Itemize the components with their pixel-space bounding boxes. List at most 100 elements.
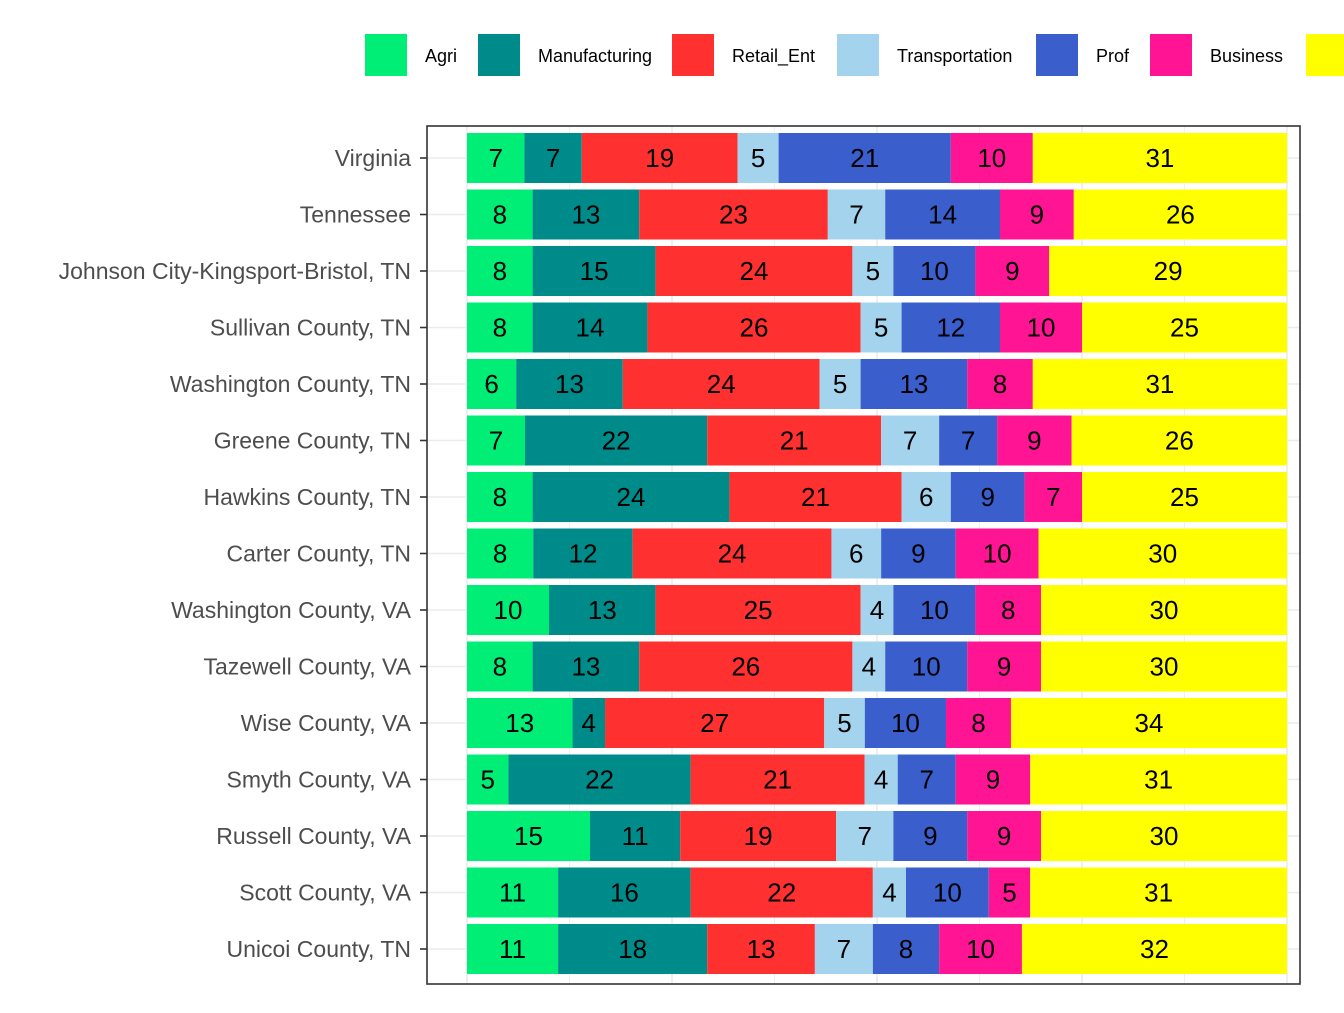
bar-value-label: 8 <box>971 708 985 738</box>
bar-segment <box>516 359 623 409</box>
bar-value-label: 18 <box>618 934 647 964</box>
bar-value-label: 25 <box>1170 313 1199 343</box>
bar-value-label: 22 <box>767 878 796 908</box>
bar-segment <box>1000 189 1074 240</box>
bar-segment <box>467 754 509 805</box>
bar-value-label: 10 <box>920 595 949 625</box>
bar-value-label: 26 <box>731 652 760 682</box>
bar-value-label: 5 <box>866 256 880 286</box>
bar-segment <box>524 415 708 466</box>
bar-segment <box>836 811 894 861</box>
bar-value-label: 13 <box>747 934 776 964</box>
bar-value-label: 14 <box>576 313 605 343</box>
bar-segment <box>864 754 898 805</box>
bar-value-label: 10 <box>1027 313 1056 343</box>
panel-border <box>426 125 1301 985</box>
y-axis-label: Washington County, TN <box>170 371 411 397</box>
bar-value-label: 12 <box>568 539 597 569</box>
bar-value-label: 31 <box>1145 143 1174 173</box>
bar-segment <box>1082 472 1287 522</box>
bar-segment <box>467 133 525 183</box>
bar-value-label: 15 <box>580 256 609 286</box>
bar-segment <box>467 472 533 522</box>
bar-value-label: 10 <box>977 143 1006 173</box>
bar-value-label: 29 <box>1154 256 1183 286</box>
bar-segment <box>1041 811 1287 861</box>
bar-segment <box>814 924 873 974</box>
bar-segment <box>605 698 825 748</box>
bar-segment <box>655 246 853 296</box>
legend-label: Business <box>1210 46 1283 66</box>
bar-segment <box>467 585 549 635</box>
bar-value-label: 25 <box>744 595 773 625</box>
bar-segment <box>467 246 533 296</box>
bar-segment <box>467 528 534 579</box>
bar-segment <box>1032 359 1287 409</box>
bar-segment <box>881 528 956 579</box>
bar-segment <box>467 924 559 974</box>
y-axis-label: Unicoi County, TN <box>227 936 412 962</box>
legend-key <box>478 34 520 76</box>
bar-segment <box>893 246 976 296</box>
bar-segment <box>467 641 533 692</box>
bar-segment <box>632 528 832 579</box>
bar-value-label: 9 <box>923 821 937 851</box>
bar-segment <box>872 924 940 974</box>
bar-segment <box>1024 472 1082 522</box>
bar-value-label: 9 <box>997 652 1011 682</box>
bar-value-label: 31 <box>1144 878 1173 908</box>
bar-value-label: 21 <box>780 426 809 456</box>
bar-value-label: 21 <box>850 143 879 173</box>
bar-value-label: 8 <box>493 256 507 286</box>
bar-value-label: 7 <box>857 821 871 851</box>
bar-value-label: 4 <box>582 708 596 738</box>
bar-value-label: 10 <box>891 708 920 738</box>
bar-segment <box>939 924 1022 974</box>
y-axis-label: Hawkins County, TN <box>204 484 412 510</box>
bar-value-label: 15 <box>514 821 543 851</box>
bar-segment <box>967 641 1041 692</box>
bar-value-label: 11 <box>499 934 526 964</box>
bar-value-label: 30 <box>1150 595 1179 625</box>
bar-value-label: 13 <box>899 369 928 399</box>
y-axis-label: Russell County, VA <box>216 823 411 849</box>
bar-segment <box>590 811 681 861</box>
bar-segment <box>905 867 989 918</box>
bar-segment <box>885 641 968 692</box>
bar-segment <box>532 302 648 353</box>
bar-segment <box>827 189 886 240</box>
bar-value-label: 4 <box>870 595 884 625</box>
bar-value-label: 8 <box>493 652 507 682</box>
bar-segment <box>558 924 708 974</box>
bar-segment <box>893 811 968 861</box>
bar-value-label: 8 <box>493 313 507 343</box>
legend-key <box>1306 34 1344 76</box>
legend-key <box>1150 34 1192 76</box>
legend-key <box>672 34 714 76</box>
bar-value-label: 8 <box>899 934 913 964</box>
bar-value-label: 4 <box>874 765 888 795</box>
bar-value-label: 9 <box>997 821 1011 851</box>
bar-value-label: 5 <box>833 369 847 399</box>
bar-segment <box>581 133 738 183</box>
bar-value-label: 31 <box>1145 369 1174 399</box>
bar-value-label: 21 <box>763 765 792 795</box>
bar-segment <box>901 472 951 522</box>
y-axis-label: Smyth County, VA <box>227 767 412 793</box>
bar-value-label: 10 <box>966 934 995 964</box>
bar-value-label: 11 <box>622 821 649 851</box>
bar-segment <box>852 246 894 296</box>
bar-segment <box>997 415 1072 466</box>
bar-segment <box>893 585 976 635</box>
bar-segment <box>707 924 815 974</box>
legend-label: Manufacturing <box>538 46 652 66</box>
bar-segment <box>533 528 633 579</box>
bar-value-label: 7 <box>546 143 560 173</box>
bar-segment <box>819 359 861 409</box>
bar-segment <box>572 698 606 748</box>
y-axis-label: Virginia <box>335 145 411 171</box>
bar-value-label: 8 <box>493 539 507 569</box>
bar-segment <box>1030 867 1287 918</box>
bar-segment <box>1082 302 1287 353</box>
bar-segment <box>1000 302 1082 353</box>
